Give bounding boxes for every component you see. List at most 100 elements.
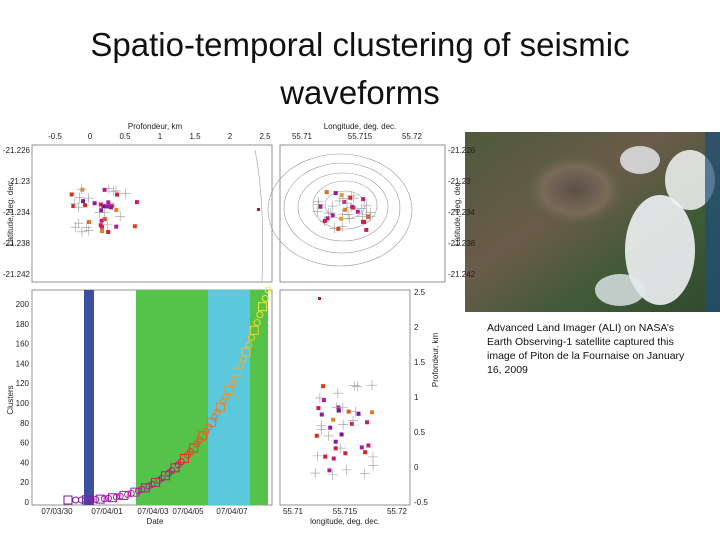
marker bbox=[349, 380, 360, 391]
marker bbox=[325, 207, 336, 218]
marker bbox=[348, 415, 359, 426]
marker bbox=[108, 186, 119, 197]
marker bbox=[314, 392, 325, 403]
image-caption: 16, 2009 bbox=[487, 364, 528, 376]
marker bbox=[101, 204, 106, 209]
marker bbox=[120, 188, 131, 199]
y-tick-label: 20 bbox=[20, 478, 29, 487]
marker bbox=[261, 294, 269, 302]
axis-label: Profondeur, km bbox=[431, 333, 440, 388]
marker bbox=[339, 432, 344, 437]
marker bbox=[83, 203, 88, 208]
marker bbox=[86, 219, 91, 224]
marker bbox=[102, 219, 113, 230]
marker bbox=[362, 220, 367, 225]
marker bbox=[310, 468, 321, 479]
marker bbox=[148, 480, 156, 488]
marker bbox=[366, 443, 371, 448]
x-tick-label: 07/04/03 bbox=[137, 507, 169, 516]
marker bbox=[80, 187, 85, 192]
x-tick-label: 55.72 bbox=[387, 507, 408, 516]
y-tick-label: -21.226 bbox=[448, 146, 476, 155]
y-tick-label: 0.5 bbox=[414, 428, 426, 437]
y-tick-label: 2.5 bbox=[414, 288, 426, 297]
marker bbox=[74, 192, 85, 203]
marker bbox=[140, 483, 150, 493]
marker bbox=[87, 496, 95, 504]
marker bbox=[369, 410, 374, 415]
y-tick-label: -21.242 bbox=[448, 270, 476, 279]
y-tick-label: -0.5 bbox=[414, 498, 428, 507]
marker bbox=[316, 406, 321, 411]
marker bbox=[333, 446, 338, 451]
y-tick-label: 100 bbox=[16, 399, 30, 408]
marker bbox=[231, 374, 239, 382]
y-tick-label: 200 bbox=[16, 300, 30, 309]
y-tick-label: 180 bbox=[16, 320, 30, 329]
y-tick-label: -21.238 bbox=[3, 239, 31, 248]
marker bbox=[71, 204, 76, 209]
marker bbox=[211, 413, 219, 421]
marker bbox=[324, 190, 329, 195]
marker bbox=[361, 200, 372, 211]
marker bbox=[83, 225, 94, 236]
marker bbox=[313, 196, 324, 207]
marker bbox=[236, 362, 244, 370]
x-tick-label: 07/03/30 bbox=[41, 507, 73, 516]
marker bbox=[319, 412, 324, 417]
marker bbox=[249, 325, 259, 335]
marker bbox=[342, 200, 347, 205]
y-tick-label: -21.238 bbox=[448, 239, 476, 248]
image-caption: Advanced Land Imager (ALI) on NASA’s bbox=[487, 322, 674, 334]
x-tick-label: 1 bbox=[158, 132, 163, 141]
marker bbox=[106, 200, 111, 205]
y-tick-label: -21.234 bbox=[448, 208, 476, 217]
marker bbox=[344, 213, 355, 224]
y-tick-label: 140 bbox=[16, 359, 30, 368]
satellite-image bbox=[465, 132, 720, 312]
marker bbox=[70, 222, 81, 233]
marker bbox=[99, 207, 110, 218]
marker bbox=[130, 487, 140, 497]
marker bbox=[233, 367, 243, 377]
y-tick-label: 120 bbox=[16, 379, 30, 388]
marker bbox=[343, 451, 348, 456]
marker bbox=[63, 495, 73, 505]
marker bbox=[367, 451, 378, 462]
y-tick-label: -21.234 bbox=[3, 208, 31, 217]
marker bbox=[107, 493, 117, 503]
x-tick-label: 0 bbox=[88, 132, 93, 141]
marker bbox=[115, 192, 120, 197]
marker bbox=[264, 286, 272, 294]
marker bbox=[241, 347, 251, 357]
marker bbox=[245, 341, 253, 349]
marker bbox=[342, 198, 353, 209]
marker bbox=[69, 198, 80, 209]
marker bbox=[99, 208, 104, 213]
x-tick-label: 55.715 bbox=[333, 507, 358, 516]
x-tick-label: 2.5 bbox=[259, 132, 271, 141]
marker bbox=[258, 302, 268, 312]
marker bbox=[205, 423, 213, 431]
axis-label: Longitude, deg. dec. bbox=[324, 122, 397, 131]
marker bbox=[316, 420, 327, 431]
marker bbox=[318, 297, 321, 300]
y-tick-label: 160 bbox=[16, 340, 30, 349]
panel-frame bbox=[279, 289, 411, 506]
marker bbox=[327, 468, 332, 473]
x-tick-label: 55.715 bbox=[348, 132, 373, 141]
marker bbox=[348, 195, 353, 200]
marker bbox=[337, 193, 348, 204]
axis-label: Date bbox=[147, 517, 164, 526]
marker bbox=[115, 211, 126, 222]
y-tick-label: 2 bbox=[414, 323, 419, 332]
axis-label: longitude, deg. dec. bbox=[310, 517, 380, 526]
marker bbox=[331, 402, 342, 413]
marker bbox=[356, 203, 367, 214]
y-tick-label: -21.23 bbox=[7, 177, 30, 186]
marker bbox=[100, 495, 108, 503]
marker bbox=[151, 477, 161, 487]
marker bbox=[102, 187, 107, 192]
x-tick-label: 07/04/01 bbox=[91, 507, 123, 516]
slide-title: waveforms bbox=[279, 74, 440, 111]
